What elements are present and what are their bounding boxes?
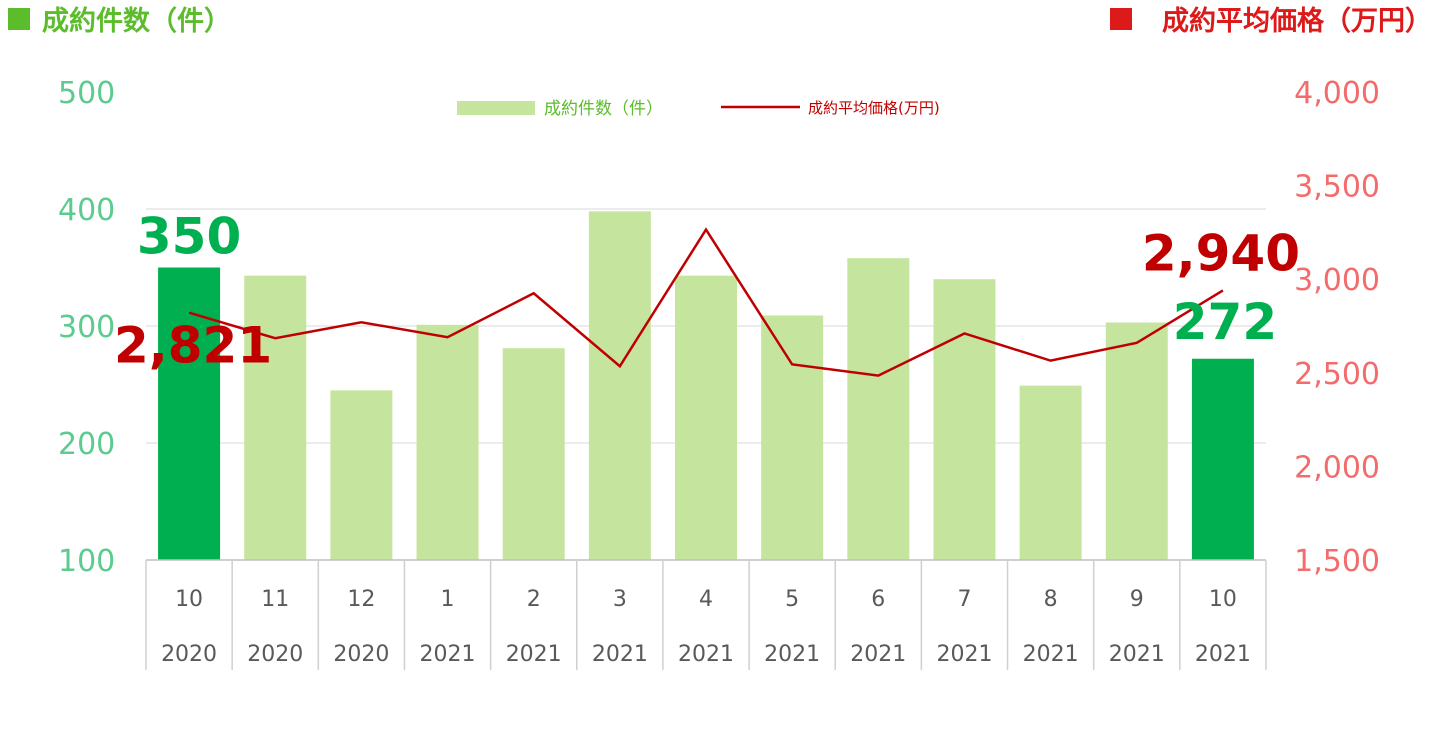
left-axis-tick-label: 500 xyxy=(58,76,115,111)
price-line xyxy=(188,227,1224,377)
x-tick-year: 2020 xyxy=(247,642,303,667)
x-tick-month: 5 xyxy=(785,587,799,612)
x-tick-year: 2021 xyxy=(850,642,906,667)
first-count-label: 350 xyxy=(137,208,241,266)
x-tick-year: 2021 xyxy=(1195,642,1251,667)
x-tick-year: 2021 xyxy=(764,642,820,667)
left-axis-tick-label: 100 xyxy=(58,544,115,579)
right-axis-tick-label: 2,000 xyxy=(1294,450,1380,485)
x-tick-year: 2021 xyxy=(506,642,562,667)
x-tick-month: 10 xyxy=(1209,587,1237,612)
right-axis-tick-label: 1,500 xyxy=(1294,544,1380,579)
x-tick-year: 2020 xyxy=(161,642,217,667)
bar xyxy=(761,315,824,560)
x-tick-year: 2021 xyxy=(420,642,476,667)
x-tick-month: 7 xyxy=(957,587,971,612)
right-axis-title: 成約平均価格（万円） xyxy=(1162,5,1432,37)
bar xyxy=(588,211,651,560)
left-title-marker-icon xyxy=(8,8,30,30)
bar xyxy=(244,275,307,560)
x-tick-month: 8 xyxy=(1044,587,1058,612)
x-tick-year: 2020 xyxy=(333,642,389,667)
right-axis-tick-label: 3,500 xyxy=(1294,170,1380,205)
bar xyxy=(502,348,565,560)
first-price-label: 2,821 xyxy=(114,317,272,375)
x-tick-month: 9 xyxy=(1130,587,1144,612)
x-tick-year: 2021 xyxy=(936,642,992,667)
left-axis-tick-label: 200 xyxy=(58,427,115,462)
right-axis-tick-label: 3,000 xyxy=(1294,263,1380,298)
x-tick-month: 11 xyxy=(261,587,289,612)
bar-highlight xyxy=(158,267,221,560)
left-axis-title: 成約件数（件） xyxy=(42,5,231,37)
x-tick-month: 10 xyxy=(175,587,203,612)
bar xyxy=(416,324,479,560)
last-price-label: 2,940 xyxy=(1142,224,1300,282)
bar xyxy=(1105,322,1168,560)
x-tick-month: 1 xyxy=(441,587,455,612)
bar xyxy=(1019,385,1082,560)
right-axis-tick-label: 2,500 xyxy=(1294,357,1380,392)
bar xyxy=(330,390,393,560)
left-axis-tick-label: 300 xyxy=(58,310,115,345)
last-count-label: 272 xyxy=(1173,293,1277,351)
x-tick-month: 6 xyxy=(871,587,885,612)
bar-highlight xyxy=(1191,358,1254,560)
legend-bar-label: 成約件数（件） xyxy=(544,99,663,119)
bar xyxy=(675,275,737,560)
x-tick-year: 2021 xyxy=(678,642,734,667)
x-tick-month: 12 xyxy=(347,587,375,612)
x-tick-year: 2021 xyxy=(1109,642,1165,667)
bar xyxy=(847,258,910,560)
x-tick-month: 3 xyxy=(613,587,627,612)
x-tick-year: 2021 xyxy=(1023,642,1079,667)
legend-line-label: 成約平均価格(万円) xyxy=(808,99,940,117)
x-tick-month: 2 xyxy=(527,587,541,612)
legend-bar-swatch xyxy=(457,101,535,115)
right-axis-tick-label: 4,000 xyxy=(1294,76,1380,111)
bar xyxy=(933,279,996,560)
right-title-marker-icon xyxy=(1110,8,1132,30)
left-axis-tick-label: 400 xyxy=(58,193,115,228)
x-tick-month: 4 xyxy=(699,587,713,612)
x-tick-year: 2021 xyxy=(592,642,648,667)
